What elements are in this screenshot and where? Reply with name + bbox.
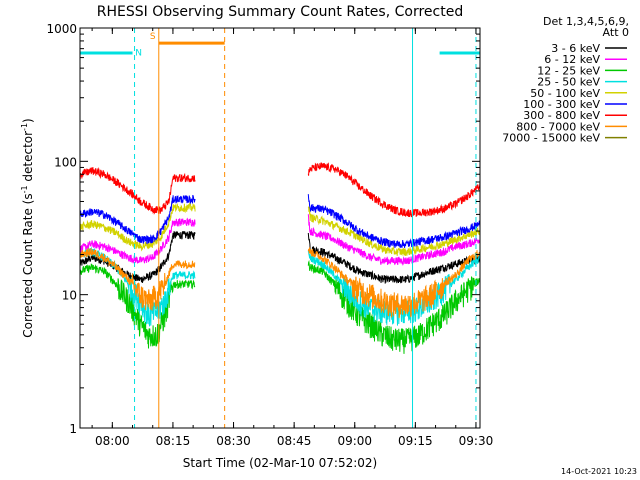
flag-letter-0: N [135, 49, 142, 59]
plot-frame [79, 27, 481, 429]
series-line-2-seg0 [80, 263, 196, 349]
y-tick-label-0: 1 [69, 422, 77, 436]
y-tick-label-3: 1000 [46, 22, 77, 36]
flag-letter-1: S [150, 32, 156, 42]
series-line-6-seg1 [307, 162, 480, 218]
series-line-7-seg0 [80, 247, 196, 311]
series-line-5-seg1 [307, 194, 480, 249]
x-tick-label-6: 09:30 [459, 434, 494, 448]
overlays: NS [80, 28, 480, 428]
y-tick-label-2: 100 [54, 155, 77, 169]
timestamp: 14-Oct-2021 10:23 [561, 467, 637, 476]
plot-area [80, 162, 480, 354]
chart-title: RHESSI Observing Summary Count Rates, Co… [97, 4, 463, 20]
legend-label-6: 300 - 800 keV [523, 109, 600, 122]
x-tick-label-5: 09:15 [398, 434, 433, 448]
series-line-1-seg0 [80, 217, 196, 264]
series-line-0-seg0 [80, 231, 196, 283]
y-tick-label-1: 10 [62, 289, 77, 303]
series-line-5-seg0 [80, 194, 196, 245]
legend-label-7: 800 - 7000 keV [516, 120, 600, 133]
axes [79, 27, 481, 429]
series-line-6-seg0 [80, 167, 196, 215]
series-line-3-seg0 [80, 246, 196, 327]
series-line-4-seg0 [80, 202, 196, 252]
y-axis-label-main: Corrected Count Rate (s [21, 193, 35, 337]
series-line-4-seg1 [307, 206, 480, 256]
x-tick-label-2: 08:30 [216, 434, 251, 448]
x-tick-label-3: 08:45 [277, 434, 312, 448]
series-line-7-seg1 [307, 247, 480, 319]
legend-label-2: 12 - 25 keV [537, 64, 600, 77]
y-axis-label-exp2: -1 [20, 123, 29, 131]
legend-label-4: 50 - 100 keV [530, 87, 600, 100]
legend-label-5: 100 - 300 keV [523, 98, 600, 111]
series-line-1-seg1 [307, 214, 480, 267]
series-line-2-seg1 [307, 259, 480, 354]
y-axis-label-end: ) [21, 118, 35, 123]
legend-label-8: 7000 - 15000 keV [502, 132, 600, 145]
y-axis-label: Corrected Count Rate (s-1 detector-1) [20, 118, 35, 337]
ticks: 08:00 08:15 08:30 08:45 09:00 09:15 09:30 1 10 10… [46, 22, 493, 448]
legend-label-3: 25 - 50 keV [537, 76, 600, 89]
x-axis-label: Start Time (02-Mar-10 07:52:02) [183, 456, 377, 470]
legend-title-line2: Att 0 [603, 26, 629, 39]
y-axis-label-exp1: -1 [20, 185, 29, 193]
legend-label-1: 6 - 12 keV [544, 53, 600, 66]
x-tick-label-4: 09:00 [337, 434, 372, 448]
legend-label-0: 3 - 6 keV [551, 42, 600, 55]
series-line-0-seg1 [307, 232, 480, 284]
y-axis-label-mid: detector [21, 131, 35, 186]
x-tick-label-1: 08:15 [156, 434, 191, 448]
legend-title-line1: Det 1,3,4,5,6,9, [543, 15, 629, 28]
x-tick-label-0: 08:00 [95, 434, 130, 448]
